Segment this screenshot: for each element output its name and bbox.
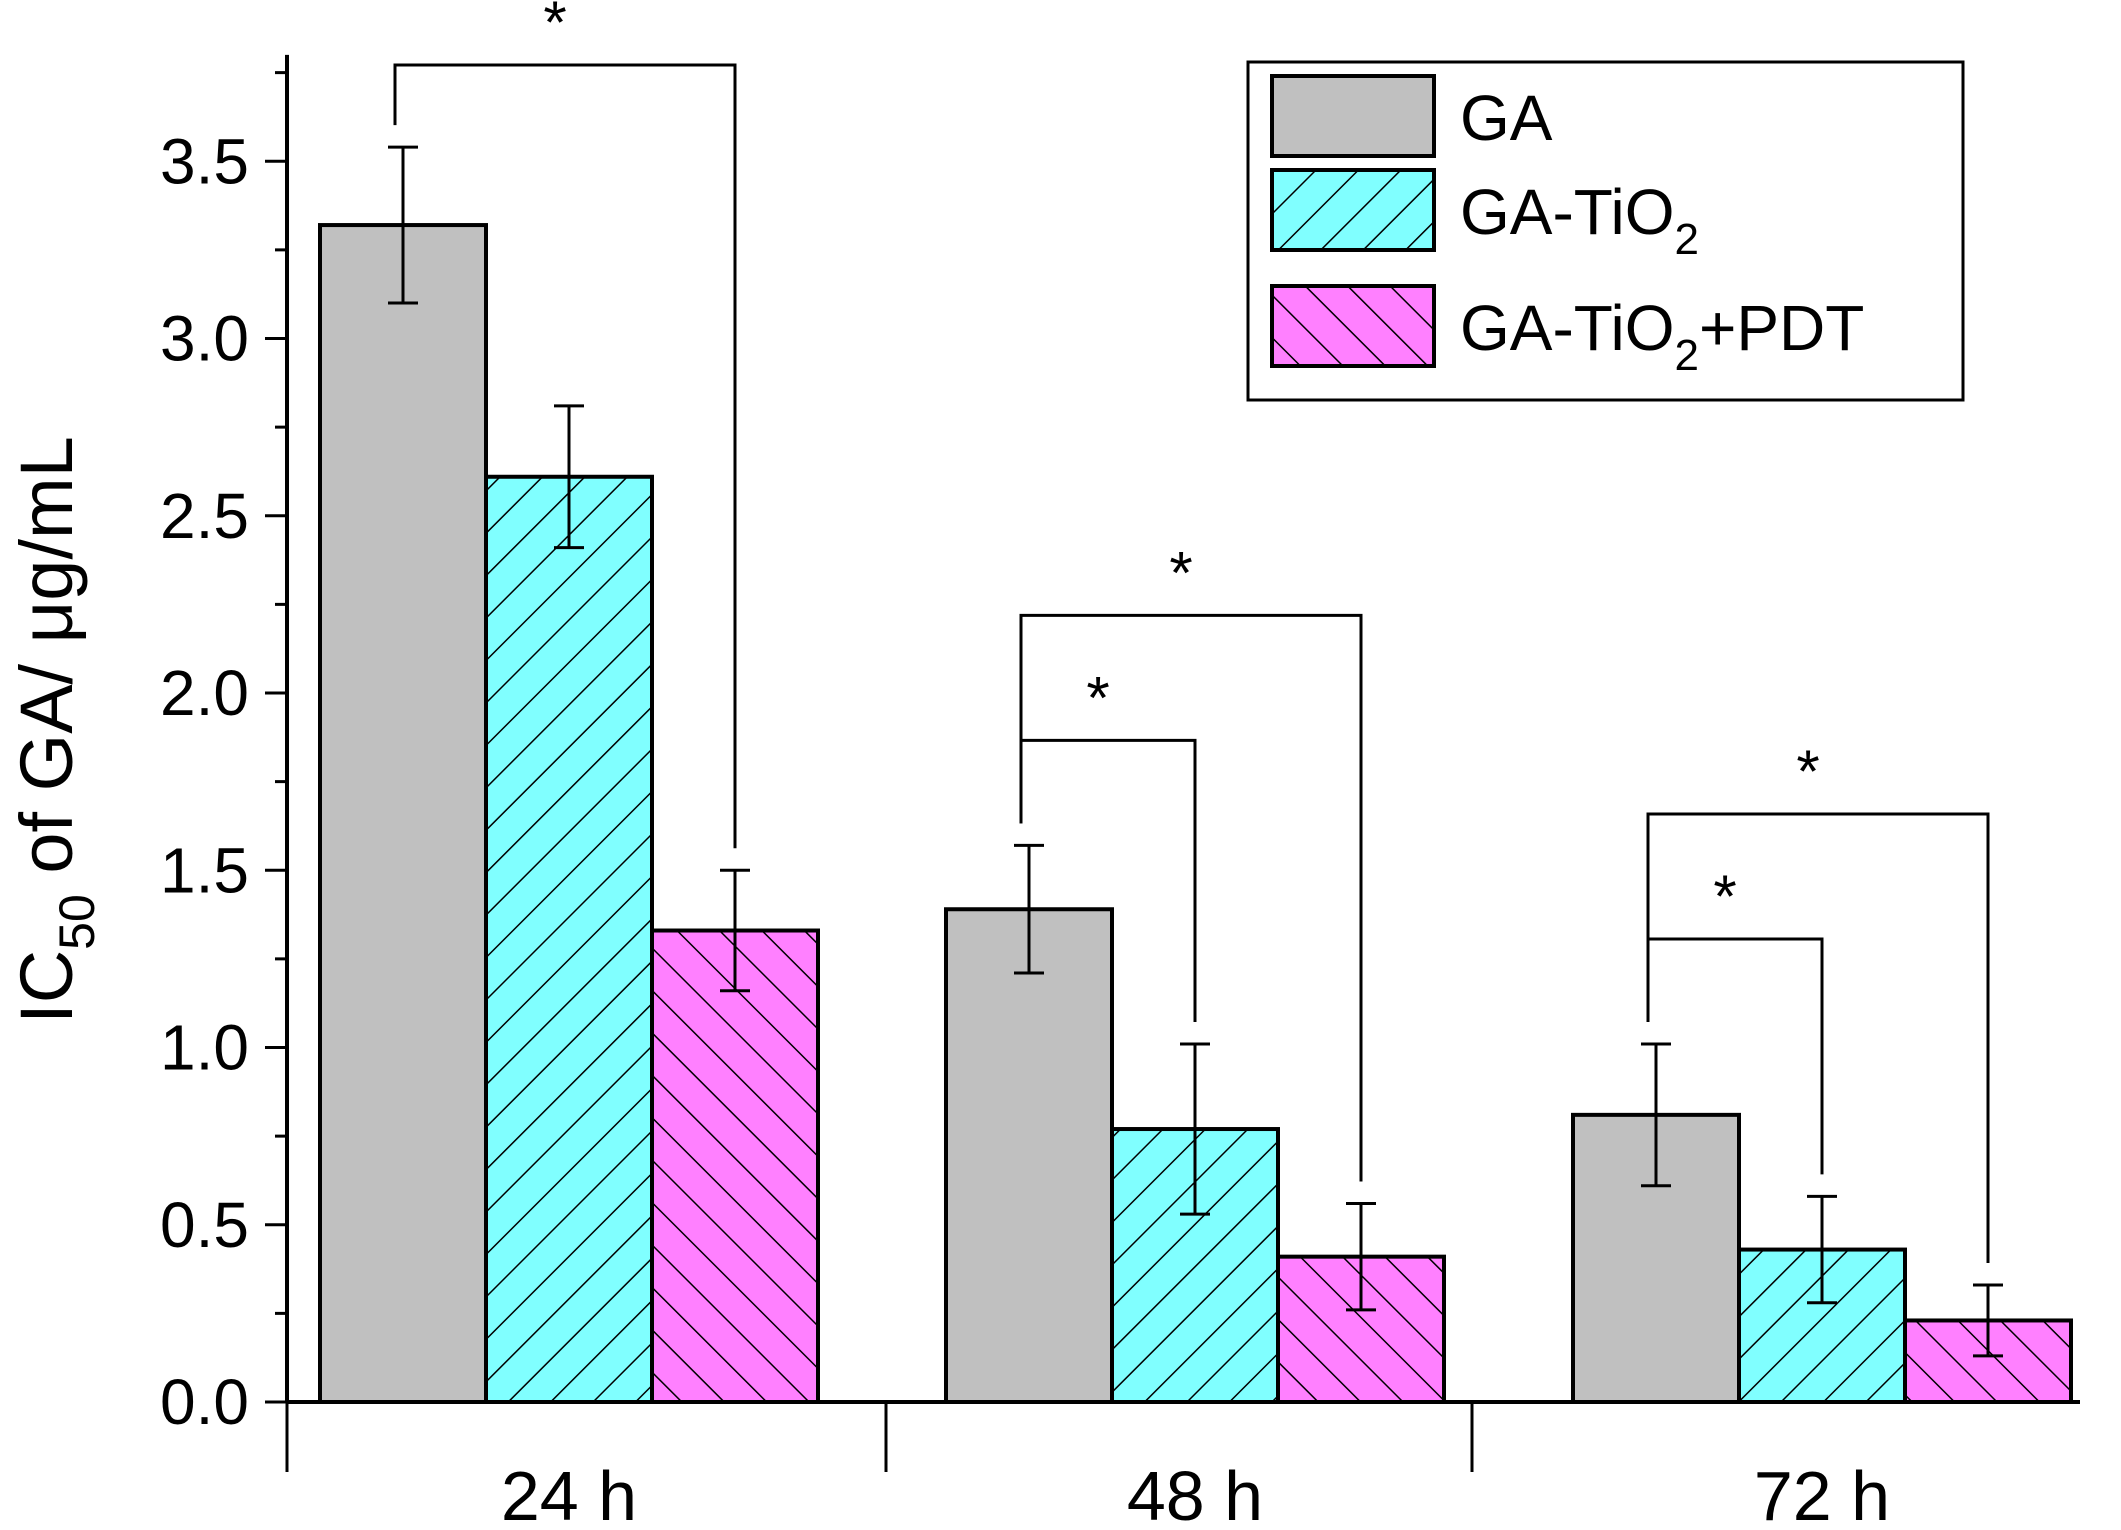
y-tick-label: 1.5	[160, 834, 249, 906]
significance-star: *	[1796, 738, 1819, 805]
significance-star: *	[1169, 539, 1192, 606]
bars-group	[318, 223, 2073, 1405]
significance-star: *	[1086, 664, 1109, 731]
bar-ga-tio2-pdt	[1276, 1254, 1446, 1405]
significance-bracket	[1646, 812, 1990, 1264]
significance-bracket	[393, 63, 737, 849]
significance-bracket	[1019, 613, 1363, 1182]
legend-swatch	[1270, 168, 1436, 252]
bar-ga	[318, 223, 488, 1404]
y-tick-label: 1.0	[160, 1012, 249, 1084]
y-tick-label: 3.5	[160, 125, 249, 197]
bar-ga	[944, 907, 1114, 1404]
y-tick-label: 2.5	[160, 480, 249, 552]
bar-ga-tio2	[484, 474, 654, 1404]
legend-label: GA-TiO2+PDT	[1460, 292, 1864, 380]
y-tick-label: 0.0	[160, 1366, 249, 1438]
legend-swatch	[1270, 74, 1436, 158]
y-axis-title: IC50 of GA/ μg/mL	[5, 436, 105, 1024]
significance-brackets: * * * * *	[393, 0, 1990, 1264]
y-axis-label: IC50 of GA/ μg/mL	[5, 436, 105, 1024]
x-category-label: 24 h	[501, 1457, 637, 1530]
significance-star: *	[1713, 863, 1736, 930]
x-category-label: 72 h	[1754, 1457, 1890, 1530]
error-bars-group	[388, 145, 2003, 1358]
legend: GA GA-TiO2 GA-TiO2+PDT	[1246, 60, 1965, 402]
significance-star: *	[543, 0, 566, 56]
x-category-label: 48 h	[1127, 1457, 1263, 1530]
y-tick-label: 2.0	[160, 657, 249, 729]
y-tick-label: 0.5	[160, 1189, 249, 1261]
y-tick-label: 3.0	[160, 303, 249, 375]
legend-label: GA-TiO2	[1460, 176, 1699, 264]
legend-swatch	[1270, 284, 1436, 368]
legend-label: GA	[1460, 82, 1553, 154]
bar-ga-tio2-pdt	[650, 928, 820, 1404]
